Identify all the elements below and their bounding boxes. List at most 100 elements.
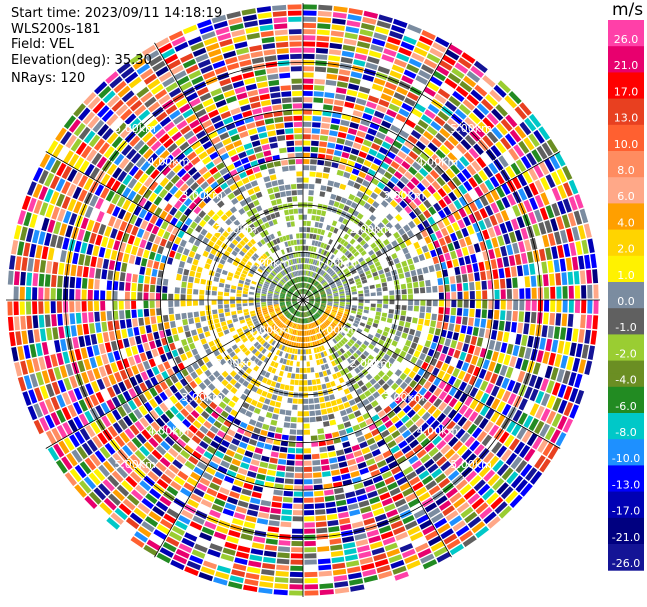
velocity-gate — [383, 114, 395, 124]
velocity-gate — [150, 376, 159, 386]
velocity-gate — [281, 166, 289, 172]
velocity-gate — [343, 205, 350, 212]
velocity-gate — [312, 335, 316, 341]
velocity-gate — [556, 286, 562, 299]
velocity-gate — [403, 224, 411, 233]
velocity-gate — [367, 260, 374, 266]
velocity-gate — [122, 390, 132, 402]
velocity-gate — [255, 307, 261, 310]
velocity-gate — [310, 246, 314, 252]
velocity-gate — [180, 487, 192, 498]
velocity-gate — [148, 511, 162, 522]
velocity-gate — [476, 103, 490, 116]
velocity-gate — [478, 220, 487, 231]
velocity-gate — [198, 210, 206, 219]
velocity-gate — [497, 463, 509, 477]
velocity-gate — [167, 59, 181, 70]
velocity-gate — [347, 566, 361, 574]
velocity-gate — [238, 232, 245, 239]
velocity-gate — [323, 243, 328, 249]
velocity-gate — [204, 369, 212, 377]
velocity-gate — [415, 156, 426, 166]
velocity-gate — [260, 255, 266, 261]
velocity-gate — [111, 136, 123, 149]
velocity-gate — [442, 505, 455, 517]
velocity-gate — [271, 314, 277, 318]
velocity-gate — [198, 114, 210, 124]
velocity-gate — [200, 316, 207, 322]
velocity-gate — [327, 277, 332, 282]
velocity-gate — [528, 418, 539, 432]
velocity-gate — [351, 404, 359, 412]
velocity-gate — [94, 184, 105, 197]
velocity-gate — [286, 303, 292, 307]
velocity-gate — [282, 325, 287, 330]
velocity-gate — [187, 312, 193, 319]
velocity-gate — [347, 14, 362, 22]
velocity-gate — [317, 384, 322, 391]
velocity-gate — [442, 54, 456, 66]
velocity-gate — [234, 119, 245, 127]
velocity-gate — [183, 162, 194, 172]
velocity-gate — [248, 438, 258, 446]
velocity-gate — [369, 122, 380, 130]
velocity-gate — [412, 145, 423, 156]
velocity-gate — [112, 301, 118, 310]
velocity-gate — [348, 330, 354, 336]
velocity-gate — [408, 191, 417, 201]
velocity-gate — [305, 305, 308, 310]
velocity-gate — [294, 348, 298, 354]
velocity-gate — [514, 254, 522, 265]
velocity-gate — [445, 487, 458, 499]
velocity-gate — [257, 12, 272, 19]
velocity-gate — [328, 451, 337, 458]
velocity-gate — [543, 312, 549, 325]
velocity-gate — [298, 305, 301, 311]
velocity-gate — [275, 570, 289, 577]
velocity-gate — [192, 103, 204, 113]
velocity-gate — [304, 547, 317, 553]
velocity-gate — [218, 282, 225, 288]
velocity-gate — [350, 355, 356, 362]
velocity-gate — [350, 231, 357, 238]
velocity-gate — [455, 316, 462, 325]
velocity-gate — [353, 342, 360, 349]
velocity-gate — [137, 292, 143, 300]
velocity-gate — [286, 293, 292, 296]
velocity-gate — [123, 415, 133, 427]
velocity-gate — [485, 349, 493, 360]
velocity-gate — [364, 300, 370, 304]
velocity-gate — [326, 73, 338, 80]
velocity-gate — [82, 312, 88, 324]
velocity-gate — [127, 328, 134, 337]
velocity-gate — [361, 563, 375, 571]
velocity-gate — [168, 293, 174, 300]
velocity-gate — [303, 214, 307, 220]
velocity-gate — [516, 216, 525, 229]
velocity-gate — [236, 293, 242, 297]
velocity-gate — [95, 234, 103, 246]
velocity-gate — [238, 361, 245, 368]
velocity-gate — [292, 300, 297, 302]
velocity-gate — [255, 421, 263, 429]
velocity-gate — [225, 383, 233, 391]
velocity-gate — [217, 331, 224, 338]
velocity-gate — [50, 288, 56, 300]
velocity-gate — [349, 509, 361, 517]
velocity-gate — [210, 88, 223, 97]
velocity-gate — [125, 310, 131, 319]
velocity-gate — [211, 14, 227, 24]
velocity-gate — [310, 316, 314, 322]
velocity-gate — [438, 391, 448, 401]
velocity-gate — [375, 26, 390, 35]
velocity-gate — [459, 80, 473, 93]
velocity-gate — [336, 169, 344, 177]
velocity-gate — [317, 285, 322, 289]
velocity-gate — [359, 393, 367, 401]
velocity-gate — [371, 448, 381, 457]
velocity-gate — [333, 303, 339, 306]
velocity-gate — [292, 510, 303, 516]
velocity-gate — [193, 488, 205, 498]
velocity-gate — [424, 319, 430, 327]
velocity-gate — [344, 250, 350, 256]
